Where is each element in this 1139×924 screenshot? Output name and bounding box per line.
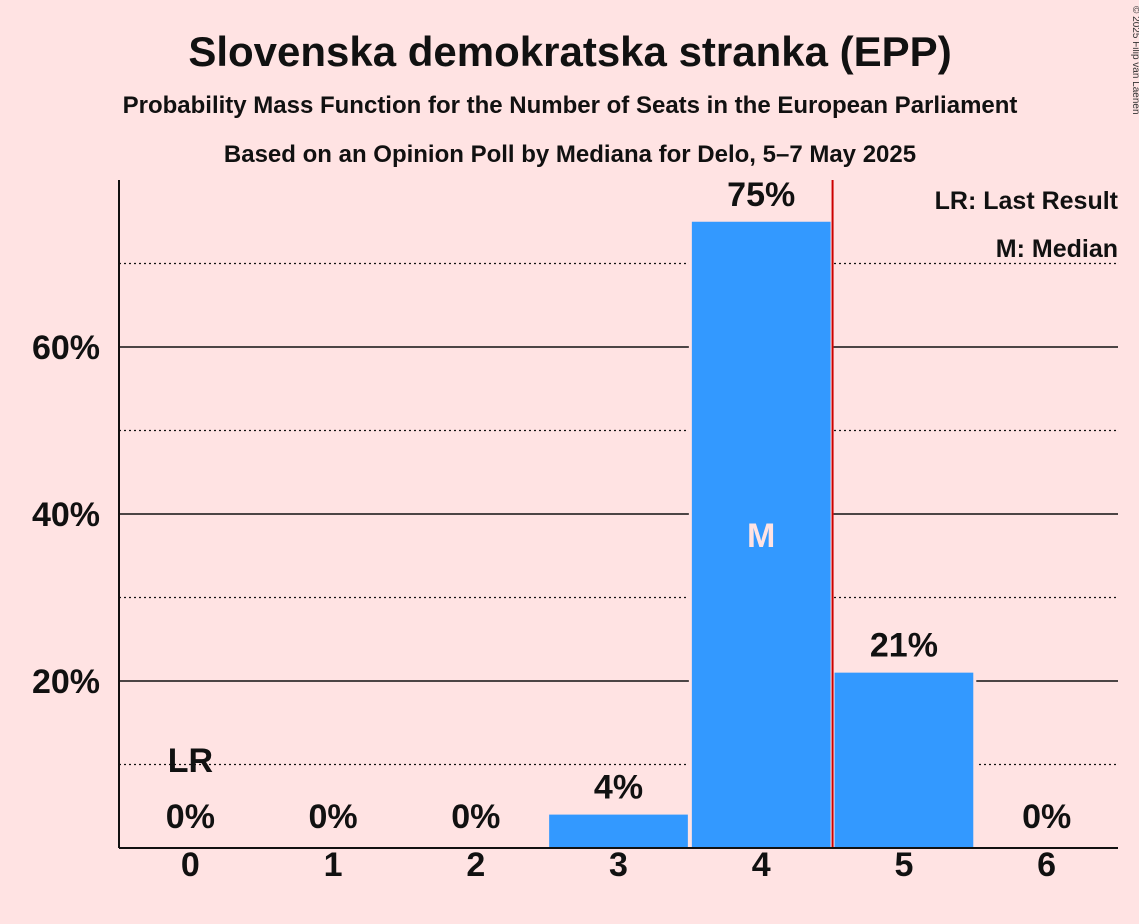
- axes: [118, 180, 1118, 849]
- x-tick-label: 4: [752, 846, 771, 884]
- bars: [546, 218, 977, 848]
- bar-value-label: 0%: [309, 798, 358, 836]
- x-tick-label: 3: [609, 846, 628, 884]
- bar: [691, 221, 831, 848]
- last-result-marker: LR: [168, 742, 213, 780]
- y-tick-label: 20%: [32, 663, 100, 701]
- x-tick-label: 0: [181, 846, 200, 884]
- bar-value-label: 4%: [594, 769, 643, 807]
- x-tick-label: 1: [324, 846, 343, 884]
- bar-value-label: 0%: [451, 798, 500, 836]
- y-tick-label: 60%: [32, 329, 100, 367]
- chart-subtitle: Probability Mass Function for the Number…: [123, 92, 1018, 119]
- bar-value-label: 0%: [166, 798, 215, 836]
- x-tick-label: 2: [466, 846, 485, 884]
- bar-value-label: 0%: [1022, 798, 1071, 836]
- y-tick-label: 40%: [32, 496, 100, 534]
- bar-labels: 20% 40% 60% 0% 0 0% 1 0% 2 4% 3 75% 4 21% 5 0% 6 LR M: [32, 176, 1071, 884]
- copyright-text: © 2025 Filip van Laenen: [1130, 6, 1139, 115]
- bar: [834, 672, 974, 848]
- x-tick-label: 5: [894, 846, 913, 884]
- x-tick-label: 6: [1037, 846, 1056, 884]
- chart-subtitle-source: Based on an Opinion Poll by Mediana for …: [224, 141, 916, 168]
- median-marker: M: [747, 517, 775, 555]
- bar: [549, 814, 688, 848]
- bar-value-label: 21%: [870, 627, 938, 665]
- chart-title: Slovenska demokratska stranka (EPP): [188, 28, 951, 75]
- bar-value-label: 75%: [727, 176, 795, 214]
- legend-last-result: LR: Last Result: [935, 187, 1119, 215]
- legend-median: M: Median: [996, 235, 1118, 263]
